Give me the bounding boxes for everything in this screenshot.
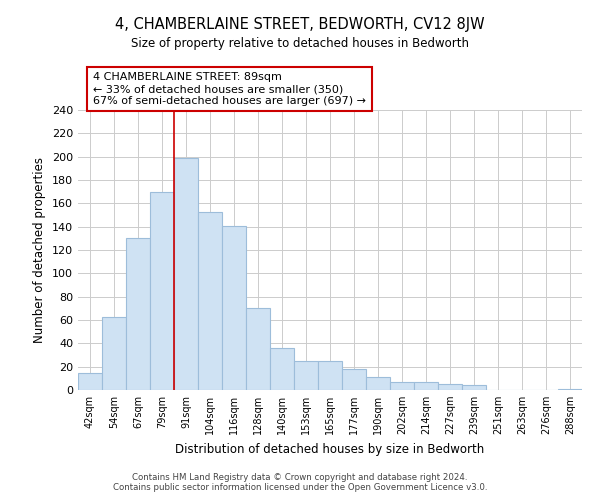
- Bar: [126, 238, 150, 390]
- Bar: [270, 348, 294, 390]
- Y-axis label: Number of detached properties: Number of detached properties: [34, 157, 46, 343]
- Bar: [558, 389, 582, 390]
- Bar: [366, 377, 390, 390]
- Text: Contains HM Land Registry data © Crown copyright and database right 2024.
Contai: Contains HM Land Registry data © Crown c…: [113, 473, 487, 492]
- Bar: [438, 384, 462, 390]
- Bar: [102, 316, 126, 390]
- Bar: [150, 192, 174, 390]
- Bar: [78, 372, 102, 390]
- Bar: [198, 212, 222, 390]
- Bar: [342, 369, 366, 390]
- Bar: [246, 308, 270, 390]
- Text: 4, CHAMBERLAINE STREET, BEDWORTH, CV12 8JW: 4, CHAMBERLAINE STREET, BEDWORTH, CV12 8…: [115, 18, 485, 32]
- Bar: [318, 361, 342, 390]
- Text: Size of property relative to detached houses in Bedworth: Size of property relative to detached ho…: [131, 38, 469, 51]
- Text: 4 CHAMBERLAINE STREET: 89sqm
← 33% of detached houses are smaller (350)
67% of s: 4 CHAMBERLAINE STREET: 89sqm ← 33% of de…: [93, 72, 366, 106]
- Bar: [222, 226, 246, 390]
- Bar: [390, 382, 414, 390]
- Bar: [462, 386, 486, 390]
- Bar: [174, 158, 198, 390]
- Bar: [294, 361, 318, 390]
- Bar: [414, 382, 438, 390]
- X-axis label: Distribution of detached houses by size in Bedworth: Distribution of detached houses by size …: [175, 442, 485, 456]
